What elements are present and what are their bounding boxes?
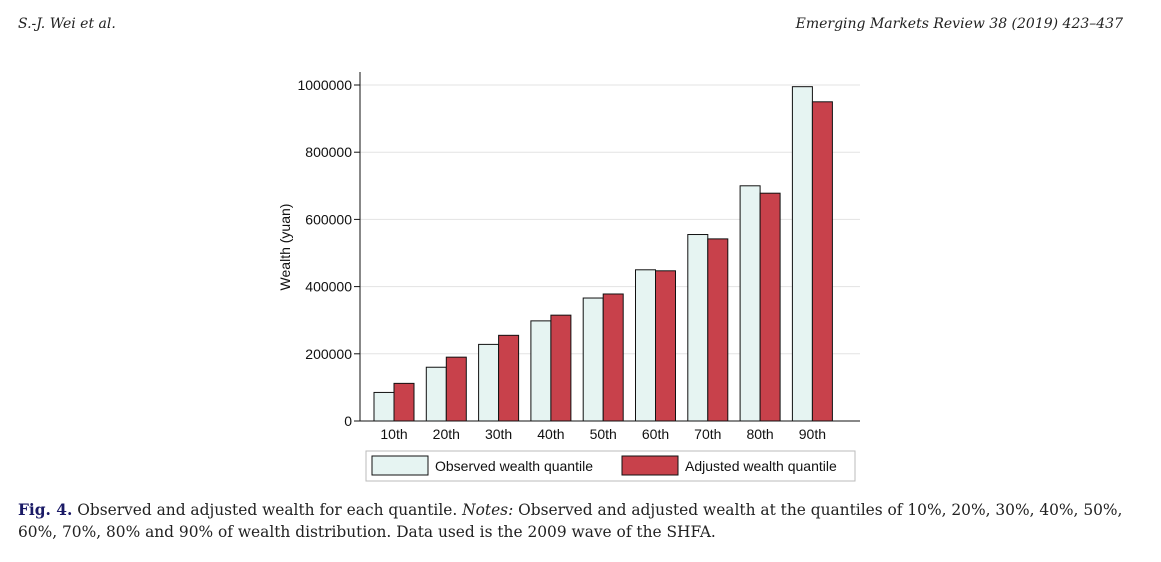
y-axis-label: Wealth (yuan): [277, 204, 293, 291]
axes: 0 200000 400000 600000 800000 1000000 10th 20th…: [297, 72, 860, 442]
figure-label: Fig. 4.: [18, 501, 73, 519]
bar: [739, 185, 761, 422]
x-tick-label: 50th: [590, 426, 617, 442]
bar: [550, 314, 572, 422]
x-tick-label: 70th: [694, 426, 721, 442]
caption-notes-text: Observed and adjusted wealth at the quan…: [18, 501, 1123, 541]
bar: [445, 356, 467, 422]
x-tick-label: 10th: [380, 426, 407, 442]
x-tick-label: 40th: [537, 426, 564, 442]
bar: [582, 297, 604, 422]
legend-label: Adjusted wealth quantile: [685, 458, 837, 474]
bar: [811, 101, 833, 422]
figure-caption: Fig. 4. Observed and adjusted wealth for…: [18, 499, 1138, 543]
bar: [498, 334, 520, 422]
x-tick-label: 20th: [433, 426, 460, 442]
bar: [530, 320, 552, 422]
bar: [425, 366, 447, 422]
bar: [707, 238, 729, 422]
legend-box: [365, 450, 856, 482]
bar: [655, 270, 676, 422]
y-tick-label: 0: [344, 413, 352, 429]
legend-swatch: [621, 455, 679, 476]
x-tick-label: 60th: [642, 426, 669, 442]
bar: [478, 343, 500, 422]
y-tick-label: 600000: [305, 211, 352, 227]
bar: [602, 293, 624, 422]
bar-chart: 0 200000 400000 600000 800000 1000000 10th 20th…: [277, 72, 860, 482]
bar: [373, 391, 395, 422]
x-tick-label: 80th: [746, 426, 773, 442]
y-tick-label: 200000: [305, 346, 352, 362]
bar: [687, 234, 709, 422]
y-tick-label: 400000: [305, 279, 352, 295]
bar: [393, 382, 415, 422]
legend: Observed wealth quantile Adjusted wealth …: [365, 450, 856, 482]
caption-text: Observed and adjusted wealth for each qu…: [72, 501, 463, 519]
running-header-authors: S.-J. Wei et al.: [18, 16, 116, 32]
bars: [373, 86, 833, 422]
caption-notes-label: Notes:: [462, 501, 514, 519]
legend-swatch: [371, 455, 429, 476]
y-tick-label: 800000: [305, 144, 352, 160]
bar: [635, 269, 656, 422]
legend-label: Observed wealth quantile: [435, 458, 593, 474]
bar: [791, 86, 813, 422]
running-header-journal: Emerging Markets Review 38 (2019) 423–43…: [795, 16, 1123, 32]
x-tick-label: 90th: [799, 426, 826, 442]
bar: [759, 192, 781, 422]
x-tick-label: 30th: [485, 426, 512, 442]
y-tick-label: 1000000: [297, 77, 352, 93]
